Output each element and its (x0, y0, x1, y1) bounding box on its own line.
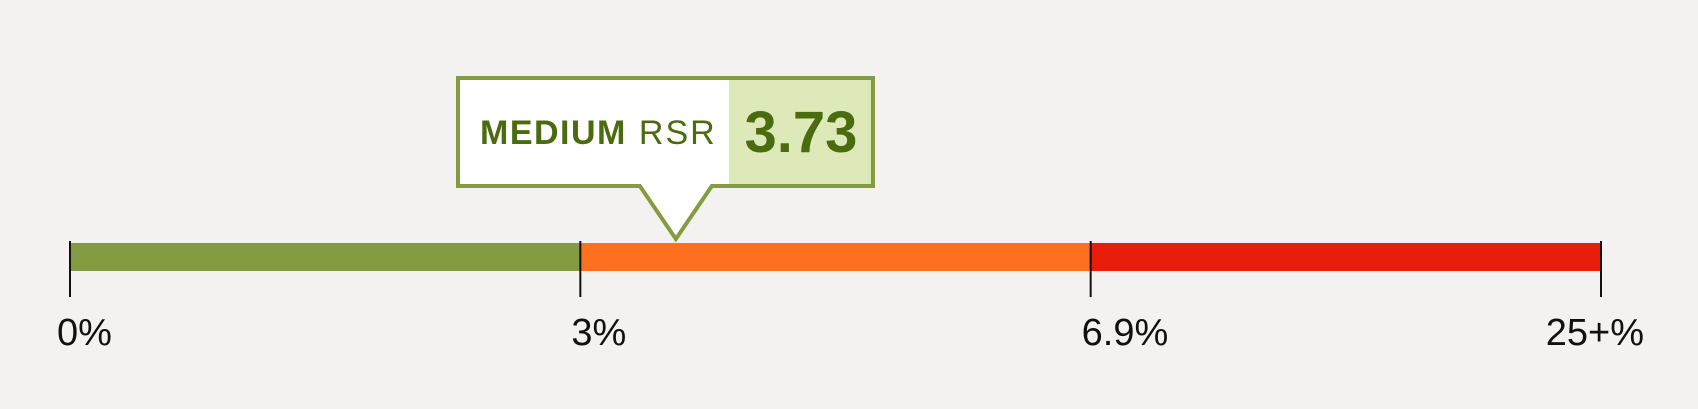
scale-segment-3 (1090, 243, 1601, 271)
callout-value: 3.73 (745, 100, 858, 165)
scale-ticks (69, 241, 1602, 297)
scale-tick-label-3: 6.9% (1082, 312, 1169, 354)
scale-tick-label-1: 0% (57, 312, 112, 354)
scale-tick-labels: 0% 3% 6.9% 25+% (57, 312, 1644, 354)
callout-level-text: MEDIUM (480, 114, 627, 152)
callout-metric-text: RSR (639, 114, 717, 152)
scale-segments (70, 243, 1601, 271)
callout-border-overlay (729, 76, 875, 188)
scale-segment-1 (70, 243, 581, 271)
scale-tick-label-4: 25+% (1546, 312, 1644, 354)
callout-value-background (729, 80, 871, 184)
scale-tick-label-2: 3% (571, 312, 626, 354)
scale-segment-2 (580, 243, 1091, 271)
rsr-callout: MEDIUM RSR 3.73 (456, 76, 875, 243)
callout-label: MEDIUM RSR (480, 114, 717, 152)
